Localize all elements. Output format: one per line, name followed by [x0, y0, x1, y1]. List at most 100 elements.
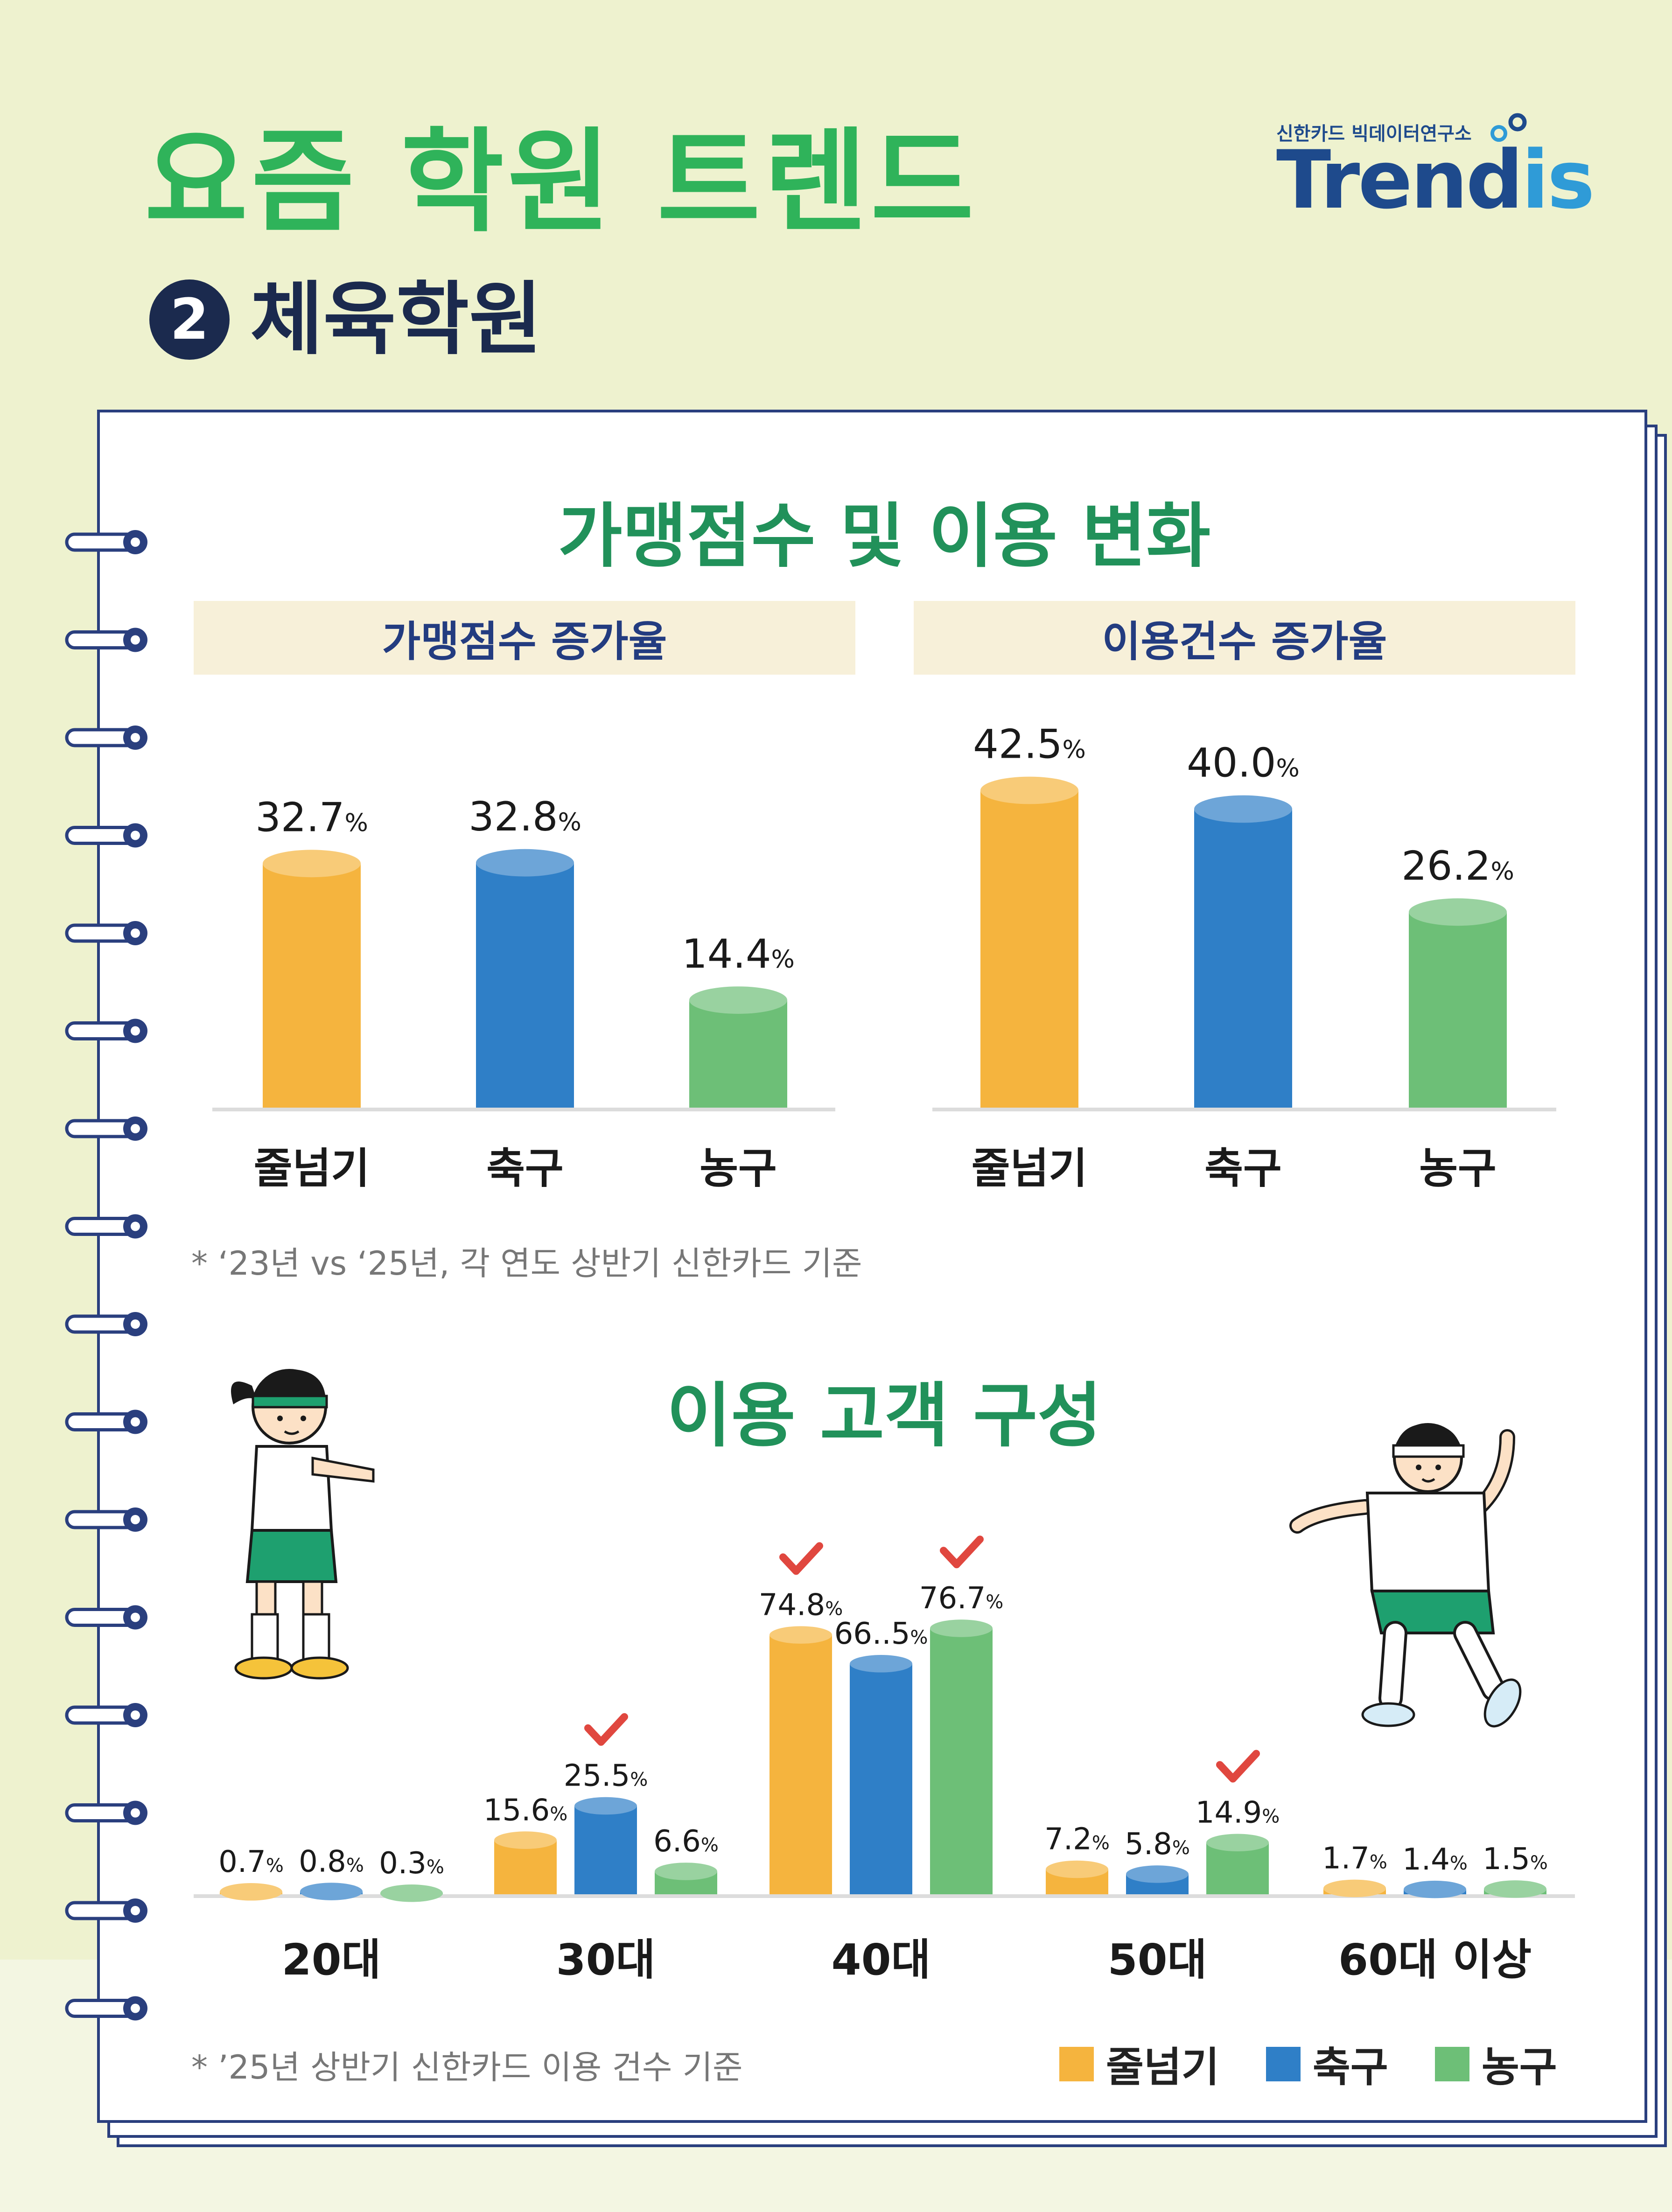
check-icon — [584, 1713, 628, 1746]
binder-ring — [65, 921, 147, 945]
category-label: 30대 — [556, 1935, 656, 1985]
binder-ring — [65, 1605, 147, 1630]
legend-label: 농구 — [1481, 2043, 1557, 2091]
legend: 줄넘기 축구 농구 — [1059, 2034, 1604, 2093]
data-label: 1.5% — [1483, 1842, 1548, 1877]
data-label: 5.8% — [1125, 1827, 1190, 1862]
binder-ring — [65, 1116, 147, 1141]
bar — [1046, 1860, 1108, 1894]
bar — [494, 1831, 557, 1894]
legend-item-jumprope: 줄넘기 — [1059, 2034, 1219, 2093]
boy-illustration-icon — [1289, 1423, 1522, 1728]
data-label: 14.4% — [682, 931, 795, 977]
category-label: 농구 — [1419, 1144, 1497, 1193]
bar — [220, 1883, 282, 1901]
bar — [980, 776, 1078, 1108]
legend-item-basketball: 농구 — [1434, 2034, 1557, 2093]
binder-ring — [65, 1800, 147, 1825]
binder-ring — [65, 1312, 147, 1336]
section2-title: 이용 고객 구성 — [666, 1375, 1102, 1457]
binder-ring — [65, 1996, 147, 2021]
data-label: 76.7% — [919, 1581, 1004, 1616]
subtitle-number-badge: 2 — [149, 279, 230, 360]
binder-rings — [65, 530, 147, 2021]
category-label: 줄넘기 — [254, 1144, 370, 1193]
legend-label: 축구 — [1312, 2043, 1388, 2091]
binder-ring — [65, 1898, 147, 1923]
data-label: 74.8% — [759, 1588, 843, 1622]
bar — [770, 1626, 832, 1894]
data-label: 1.7% — [1322, 1842, 1387, 1876]
binder-ring — [65, 628, 147, 652]
binder-ring — [65, 1019, 147, 1043]
data-label: 66..5% — [834, 1617, 928, 1651]
data-label: 1.4% — [1402, 1842, 1468, 1877]
data-label: 15.6% — [483, 1793, 568, 1828]
left-band — [0, 0, 56, 2212]
bar — [1484, 1880, 1546, 1898]
binder-ring — [65, 530, 147, 554]
subtitle-text: 체육학원 — [250, 273, 542, 366]
data-label: 25.5% — [564, 1759, 648, 1793]
bar — [380, 1884, 443, 1902]
binder-ring — [65, 823, 147, 848]
bar — [574, 1797, 637, 1894]
data-label: 14.9% — [1196, 1796, 1280, 1830]
section1-note: * ‘23년 vs ‘25년, 각 연도 상반기 신한카드 기준 — [191, 1244, 862, 1283]
data-label: 32.8% — [469, 794, 581, 840]
data-label: 7.2% — [1044, 1822, 1110, 1857]
binder-ring — [65, 1507, 147, 1532]
section1-title: 가맹점수 및 이용 변화 — [558, 496, 1211, 577]
binder-ring — [65, 1410, 147, 1434]
category-label: 60대 이상 — [1338, 1935, 1532, 1985]
category-label: 축구 — [1204, 1144, 1282, 1193]
bar — [1323, 1879, 1386, 1898]
binder-ring — [65, 1214, 147, 1239]
data-label: 0.8% — [299, 1844, 364, 1879]
section2-note: * ’25년 상반기 신한카드 이용 건수 기준 — [191, 2048, 743, 2086]
subtitle: 2 체육학원 — [149, 275, 542, 364]
bar — [300, 1883, 363, 1900]
bar — [930, 1619, 993, 1894]
bar — [850, 1655, 912, 1894]
logo-org-name: 신한카드 빅데이터연구소 — [1276, 123, 1472, 145]
panel-head-usage: 이용건수 증가율 — [914, 601, 1575, 675]
bar — [263, 850, 361, 1108]
data-label: 0.7% — [218, 1845, 284, 1879]
legend-swatch — [1434, 2046, 1469, 2081]
logo-dots-icon — [1490, 113, 1527, 142]
bar — [1126, 1865, 1189, 1894]
legend-item-soccer: 축구 — [1266, 2034, 1388, 2093]
category-label: 농구 — [700, 1144, 777, 1193]
logo-brand-main: Trend — [1276, 133, 1523, 227]
page-title: 요즘 학원 트렌드 — [145, 117, 978, 247]
legend-swatch — [1266, 2046, 1301, 2081]
logo-brand: Trendis — [1276, 140, 1595, 220]
data-label: 42.5% — [973, 721, 1086, 768]
binder-ring — [65, 1703, 147, 1727]
category-label: 줄넘기 — [972, 1144, 1087, 1193]
data-label: 6.6% — [653, 1824, 719, 1859]
category-label: 50대 — [1108, 1935, 1207, 1985]
data-label: 26.2% — [1401, 843, 1514, 889]
category-label: 축구 — [486, 1144, 564, 1193]
check-icon — [1216, 1750, 1260, 1783]
bar — [1409, 898, 1507, 1108]
check-icon — [940, 1535, 984, 1569]
girl-illustration-icon — [231, 1369, 375, 1680]
data-label: 0.3% — [379, 1846, 444, 1881]
bar — [1404, 1880, 1466, 1898]
category-label: 20대 — [282, 1935, 381, 1985]
bar — [1194, 795, 1292, 1108]
bar — [476, 849, 574, 1108]
data-label: 32.7% — [255, 794, 368, 841]
binder-ring — [65, 726, 147, 750]
data-label: 40.0% — [1187, 740, 1300, 787]
panel-head-stores: 가맹점수 증가율 — [194, 601, 855, 675]
bar — [655, 1863, 717, 1894]
logo-brand-accent: is — [1521, 133, 1595, 227]
category-label: 40대 — [832, 1935, 931, 1985]
check-icon — [779, 1542, 823, 1575]
legend-label: 줄넘기 — [1106, 2043, 1219, 2091]
